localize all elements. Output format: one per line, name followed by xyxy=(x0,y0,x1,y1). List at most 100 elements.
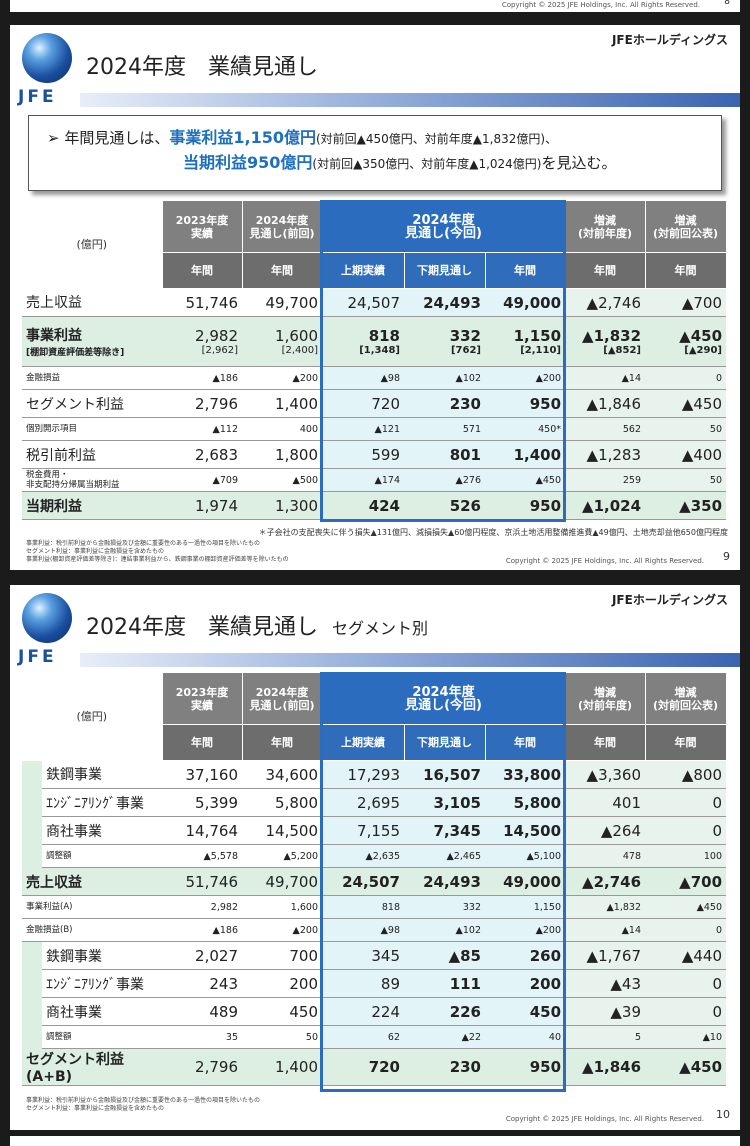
cell-value: ▲276 xyxy=(455,474,481,486)
cell: 571 xyxy=(404,417,485,441)
cell: 401 xyxy=(565,788,646,817)
footnote: 事業利益(棚卸資産評価差等除き)：連結事業利益から、鉄鋼事業の棚卸資産評価差等を… xyxy=(26,556,289,563)
cell: 1,150 xyxy=(485,895,566,919)
cell: 24,507 xyxy=(322,288,404,317)
table-row: 商社事業 489 450 224 226 450 ▲39 0 xyxy=(22,997,727,1026)
cell-value: 1,150 xyxy=(513,327,562,345)
cell-value: ▲1,832 xyxy=(582,327,642,345)
cell: 17,293 xyxy=(322,760,404,789)
cell-value: 1,150 xyxy=(533,901,562,913)
cell-value: 62 xyxy=(387,1031,400,1043)
cell-value: 450 xyxy=(289,1002,318,1021)
subheader-annual: 年間 xyxy=(161,252,243,289)
cell-value: 599 xyxy=(371,445,400,464)
cell-value: ▲186 xyxy=(212,924,238,936)
cell-subvalue: [2,962] xyxy=(201,345,238,356)
cell-value: 489 xyxy=(209,1002,238,1021)
cell-value: 2,796 xyxy=(195,1058,238,1076)
asterisk-note: ＊子会社の支配喪失に伴う損失▲131億円、減損損失▲60億円程度、京浜土地活用整… xyxy=(258,528,728,537)
cell-value: ▲1,024 xyxy=(582,496,642,515)
cell: ▲98 xyxy=(322,918,404,942)
cell-value: ▲500 xyxy=(292,474,318,486)
row-label-text: 金融損益(B) xyxy=(26,925,73,935)
subheader-annual: 年間 xyxy=(644,724,727,761)
cell: 259 xyxy=(565,468,646,492)
cell-value: ▲1,767 xyxy=(586,946,642,965)
cell-value: 24,493 xyxy=(423,293,481,312)
cell: 424 xyxy=(322,491,404,520)
cell-value: ▲22 xyxy=(461,1031,481,1043)
cell-value: 1,300 xyxy=(275,496,318,515)
cell-value: 0 xyxy=(712,974,723,993)
row-label-text: 商社事業 xyxy=(46,823,102,840)
cell-value: 35 xyxy=(225,1031,238,1043)
cell-value: ▲709 xyxy=(212,474,238,486)
cell: 562 xyxy=(565,417,646,441)
row-label: 商社事業 xyxy=(42,816,162,845)
cell: 5,800 xyxy=(242,788,322,817)
copyright: Copyright © 2025 JFE Holdings, Inc. All … xyxy=(505,557,704,565)
row-label: 税金費用・ 非支配持分帰属当期利益 xyxy=(22,468,162,492)
cell-value: 950 xyxy=(529,394,562,413)
cell: ▲102 xyxy=(404,918,485,942)
row-label-text: 調整額 xyxy=(46,851,72,861)
cell: ▲186 xyxy=(162,918,242,942)
subheader-annual: 年間 xyxy=(564,252,646,289)
cell-value: 401 xyxy=(612,793,642,812)
row-label: 事業利益 [棚卸資産評価差等除き] xyxy=(22,316,162,367)
subheader-annual: 年間 xyxy=(564,724,646,761)
cell: 230 xyxy=(404,389,485,418)
cell-value: 89 xyxy=(380,974,400,993)
cell: ▲709 xyxy=(162,468,242,492)
cell-value: ▲2,746 xyxy=(582,872,642,891)
row-label-text: ｴﾝｼﾞﾆｱﾘﾝｸﾞ事業 xyxy=(46,795,144,812)
cell: 260 xyxy=(485,941,566,970)
table-row: ｴﾝｼﾞﾆｱﾘﾝｸﾞ事業 5,399 5,800 2,695 3,105 5,800 401… xyxy=(22,788,727,817)
header-diff-year: 増減 (対前年度) xyxy=(564,672,646,725)
cell: 1,300 xyxy=(242,491,322,520)
footnote: セグメント利益：事業利益に金融損益を含めたもの xyxy=(26,1105,165,1112)
cell: 111 xyxy=(404,969,485,998)
cell-subvalue: [2,400] xyxy=(281,345,318,356)
cell-value: ▲200 xyxy=(292,372,318,384)
cell: 818 [1,348] xyxy=(322,316,404,367)
subheader-annual: 年間 xyxy=(484,252,566,289)
cell: 720 xyxy=(322,389,404,418)
cell: 332 xyxy=(404,895,485,919)
cell-value: ▲1,832 xyxy=(606,901,642,913)
cell: ▲1,283 xyxy=(565,440,646,469)
cell-value: 0 xyxy=(715,372,723,384)
cell-value: 818 xyxy=(381,901,400,913)
row-label: 金融損益(B) xyxy=(22,918,162,942)
page-number: 9 xyxy=(723,550,730,563)
cell-value: 14,500 xyxy=(265,821,319,840)
table-row: 鉄鋼事業 37,160 34,600 17,293 16,507 33,800 ▲3,360… xyxy=(22,760,727,789)
cell-value: 243 xyxy=(209,974,238,993)
cell-value: 345 xyxy=(371,946,400,965)
slide-9: JFE 2024年度 業績見通し JFEホールディングス ➢ 年間見通しは、事業… xyxy=(10,25,740,570)
row-label-text: 事業利益(A) xyxy=(26,902,73,912)
cell-value: 200 xyxy=(289,974,318,993)
cell: 450 xyxy=(242,997,322,1026)
cell-value: ▲200 xyxy=(535,372,562,384)
cell-value: 17,293 xyxy=(347,765,401,784)
cell-value: 49,700 xyxy=(265,872,319,891)
row-label-text: セグメント利益(A+B) xyxy=(26,1052,124,1085)
header-fy2024-now: 2024年度 見通し(今回) xyxy=(321,200,566,253)
cell-value: 400 xyxy=(299,423,318,435)
cell-value: ▲200 xyxy=(292,924,318,936)
cell: ▲112 xyxy=(162,417,242,441)
row-label: 金融損益 xyxy=(22,366,162,390)
cell: 200 xyxy=(485,969,566,998)
cell: ▲1,832 xyxy=(565,895,646,919)
segment-indicator xyxy=(22,788,42,817)
cell-value: 33,800 xyxy=(503,765,562,784)
cell: 200 xyxy=(242,969,322,998)
cell: 14,500 xyxy=(485,816,566,845)
cell: ▲5,200 xyxy=(242,844,322,868)
title-bar xyxy=(80,653,740,667)
table-row: 事業利益 [棚卸資産評価差等除き] 2,982 [2,962] 1,600 [2,400]… xyxy=(22,316,727,367)
footnotes: 事業利益：税引前利益から金融損益及び金額に重要性のある一過性の項目を除いたものセ… xyxy=(26,1097,260,1113)
row-sublabel: [棚卸資産評価差等除き] xyxy=(26,348,125,358)
cell: 1,150 [2,110] xyxy=(485,316,566,367)
